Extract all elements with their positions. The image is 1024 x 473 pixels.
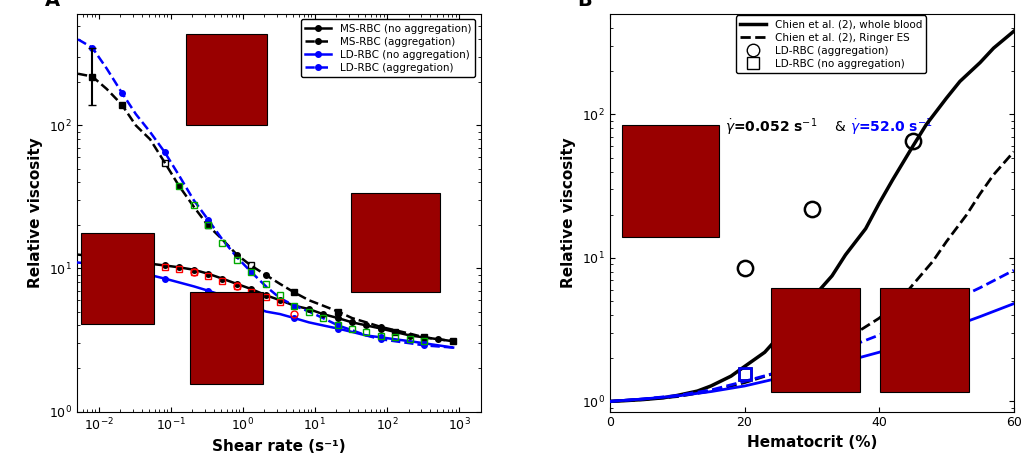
Y-axis label: Relative viscosity: Relative viscosity xyxy=(561,138,577,288)
Text: A: A xyxy=(44,0,59,10)
Bar xyxy=(189,292,262,384)
Text: B: B xyxy=(578,0,592,10)
Y-axis label: Relative viscosity: Relative viscosity xyxy=(29,138,43,288)
X-axis label: Shear rate (s⁻¹): Shear rate (s⁻¹) xyxy=(212,438,345,454)
Legend: Chien et al. (2), whole blood, Chien et al. (2), Ringer ES, LD-RBC (aggregation): Chien et al. (2), whole blood, Chien et … xyxy=(736,16,927,73)
Bar xyxy=(881,289,970,392)
Bar xyxy=(81,233,154,324)
Bar xyxy=(185,34,266,125)
X-axis label: Hematocrit (%): Hematocrit (%) xyxy=(746,435,877,450)
Legend: MS-RBC (no aggregation), MS-RBC (aggregation), LD-RBC (no aggregation), LD-RBC (: MS-RBC (no aggregation), MS-RBC (aggrega… xyxy=(301,19,475,77)
Bar xyxy=(351,193,440,292)
Bar xyxy=(771,289,860,392)
Bar xyxy=(622,125,719,236)
Text: $\dot{\gamma}$=0.052 s$^{-1}$: $\dot{\gamma}$=0.052 s$^{-1}$ xyxy=(725,117,817,138)
Text: $\dot{\gamma}$=52.0 s$^{-1}$: $\dot{\gamma}$=52.0 s$^{-1}$ xyxy=(850,117,933,138)
Text: &: & xyxy=(834,121,845,134)
